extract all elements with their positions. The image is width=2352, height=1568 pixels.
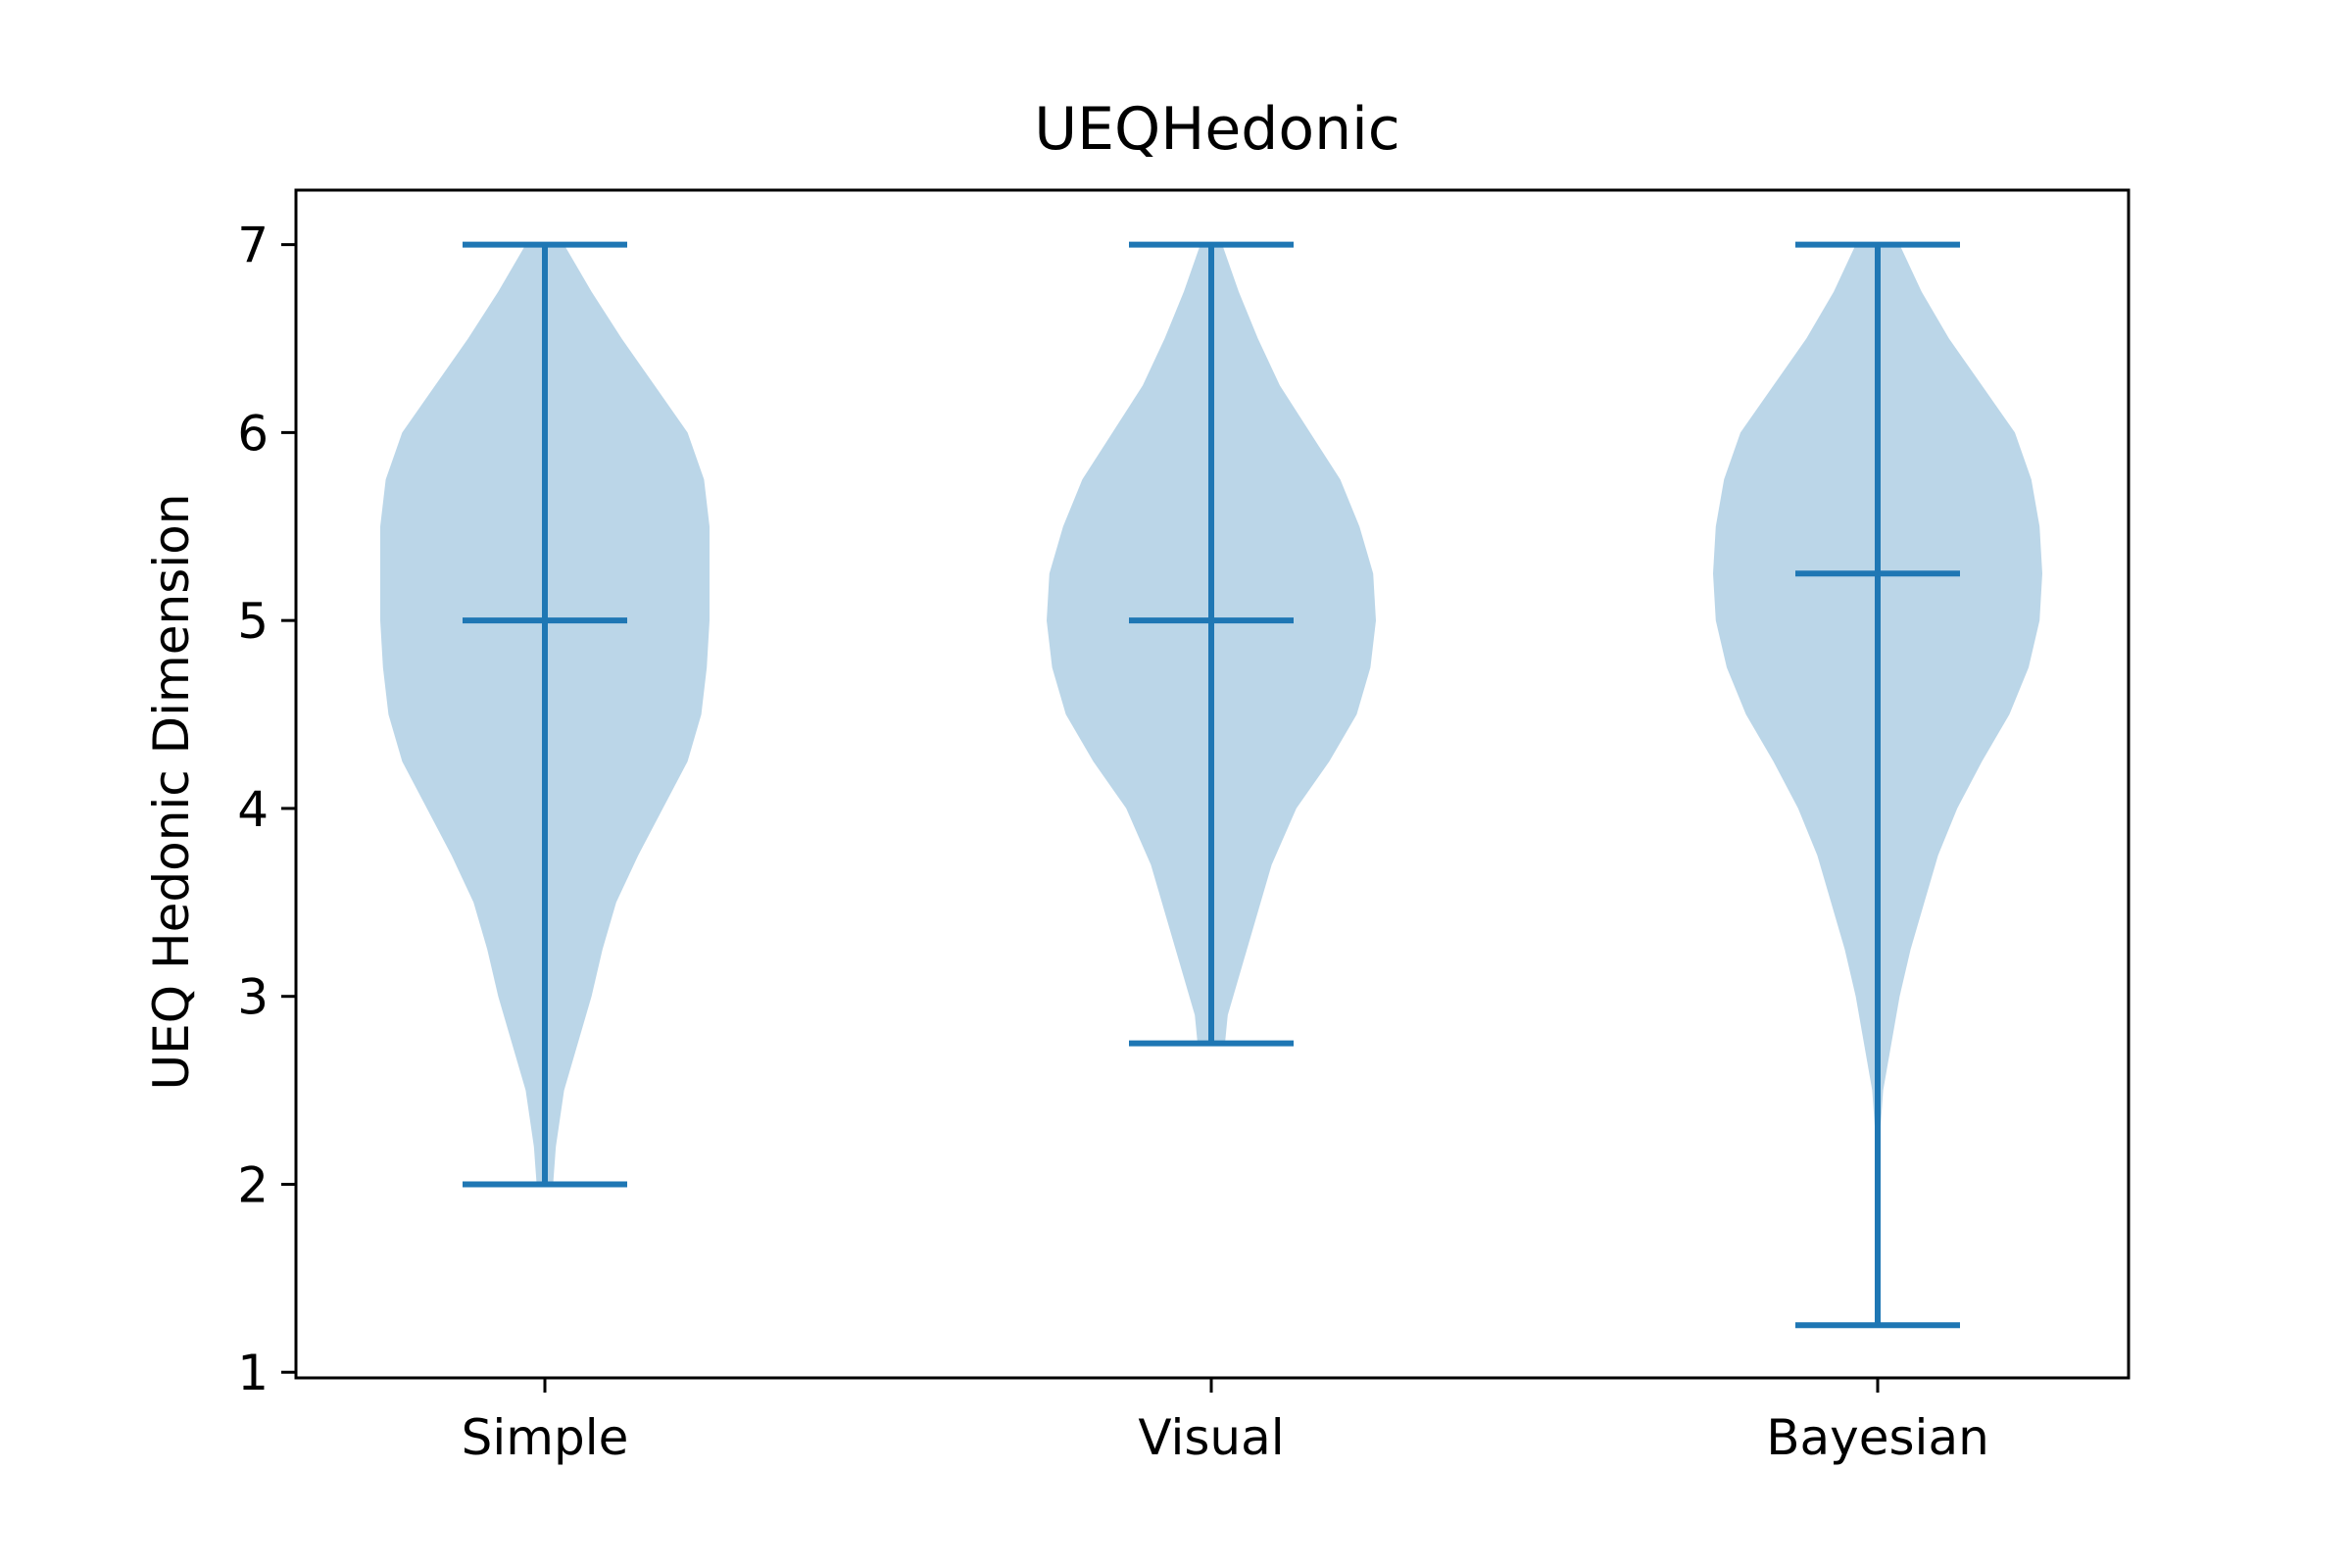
x-tick-label: Visual: [1138, 1409, 1284, 1466]
plot-frame: [294, 188, 2131, 1380]
x-tick-label: Bayesian: [1766, 1409, 1989, 1466]
y-tick-label: 1: [237, 1345, 269, 1401]
y-tick-label: 2: [237, 1156, 269, 1213]
y-tick-label: 5: [237, 593, 269, 650]
y-tick-label: 6: [237, 405, 269, 462]
violin-bayesian: [1713, 241, 2042, 1329]
ticks-layer: 1 2 3 4 5 6 7 Simple Visual Bayesian: [237, 218, 1989, 1466]
y-tick-label: 3: [237, 969, 269, 1026]
x-tick-label: Simple: [462, 1409, 629, 1466]
violin-visual: [1047, 241, 1376, 1047]
y-tick-label: 4: [237, 781, 269, 838]
violin-simple: [380, 241, 710, 1188]
violins-layer: [380, 241, 2042, 1329]
chart-title: UEQHedonic: [1034, 95, 1400, 164]
y-axis-label: UEQ Hedonic Dimension: [143, 494, 200, 1091]
y-tick-label: 7: [237, 218, 269, 274]
